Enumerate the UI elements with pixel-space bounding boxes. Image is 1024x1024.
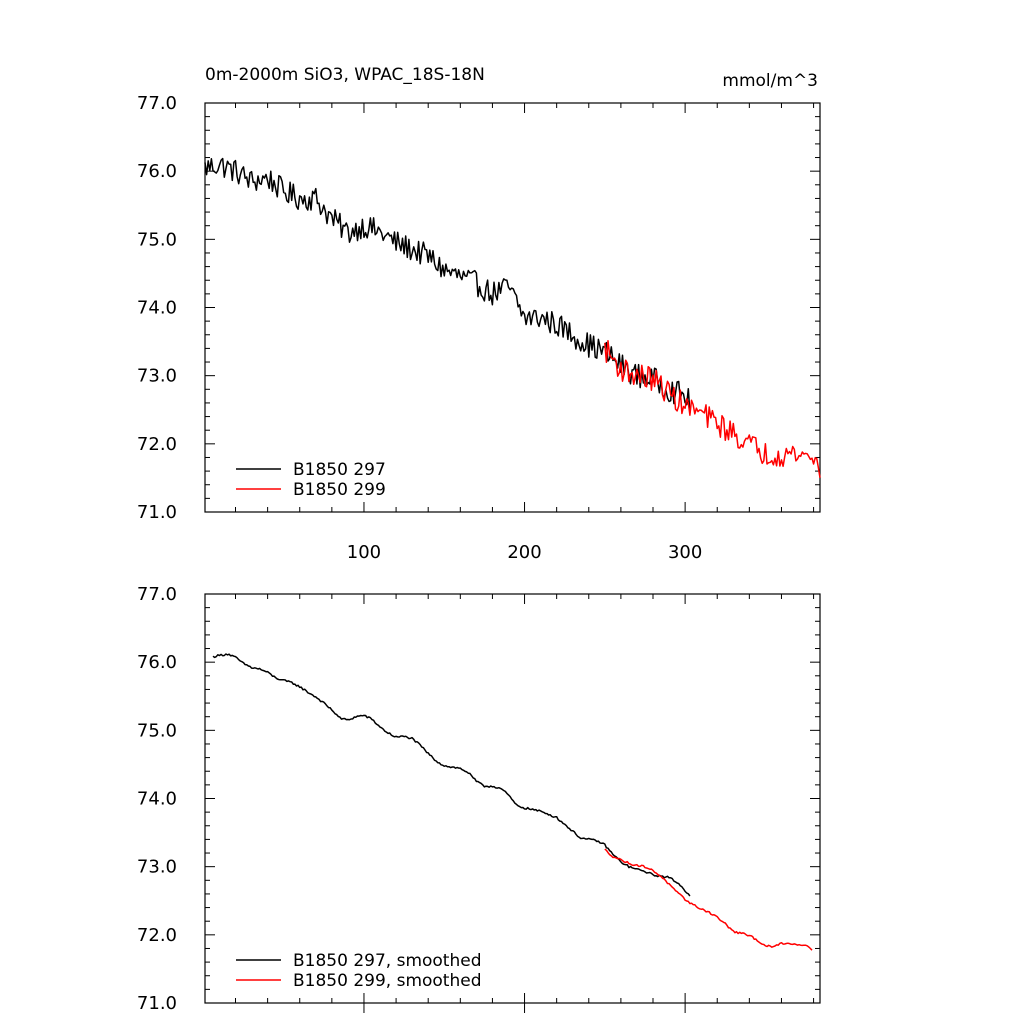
- y-tick-label: 76.0: [137, 652, 177, 673]
- y-tick-label: 74.0: [137, 298, 177, 319]
- units-label: mmol/m^3: [722, 71, 818, 91]
- legend-label: B1850 297: [293, 460, 386, 480]
- plot-frame: [204, 593, 821, 1004]
- series-line-b1850-297: [204, 157, 691, 414]
- legend-label: B1850 299, smoothed: [293, 971, 482, 991]
- y-tick-label: 73.0: [137, 366, 177, 387]
- y-tick-label: 73.0: [137, 857, 177, 878]
- y-tick-label: 75.0: [137, 720, 177, 741]
- y-tick-label: 72.0: [137, 434, 177, 455]
- bottom-panel: 71.0 72.0 73.0 74.0 75.0 76.0 77.0 B1850 297, s…: [137, 584, 821, 1014]
- chart-title: 0m-2000m SiO3, WPAC_18S-18N: [205, 65, 485, 85]
- top-panel: 71.0 72.0 73.0 74.0 75.0 76.0 77.0 100 200 300 B18…: [137, 93, 821, 563]
- y-tick-label: 76.0: [137, 161, 177, 182]
- series-line-b1850-299-smoothed: [604, 848, 813, 951]
- y-tick-label: 75.0: [137, 229, 177, 250]
- y-tick-label: 71.0: [137, 502, 177, 523]
- series-line-b1850-299: [604, 340, 821, 479]
- series-line-b1850-297-smoothed: [212, 653, 691, 897]
- y-tick-label: 71.0: [137, 993, 177, 1014]
- legend-label: B1850 297, smoothed: [293, 951, 482, 971]
- y-tick-label: 77.0: [137, 584, 177, 605]
- legend-label: B1850 299: [293, 480, 386, 500]
- x-tick-label: 300: [668, 542, 702, 563]
- y-tick-label: 77.0: [137, 93, 177, 114]
- plot-frame: [204, 102, 821, 513]
- x-tick-label: 200: [507, 542, 541, 563]
- y-tick-label: 72.0: [137, 925, 177, 946]
- x-tick-label: 100: [347, 542, 381, 563]
- y-tick-label: 74.0: [137, 789, 177, 810]
